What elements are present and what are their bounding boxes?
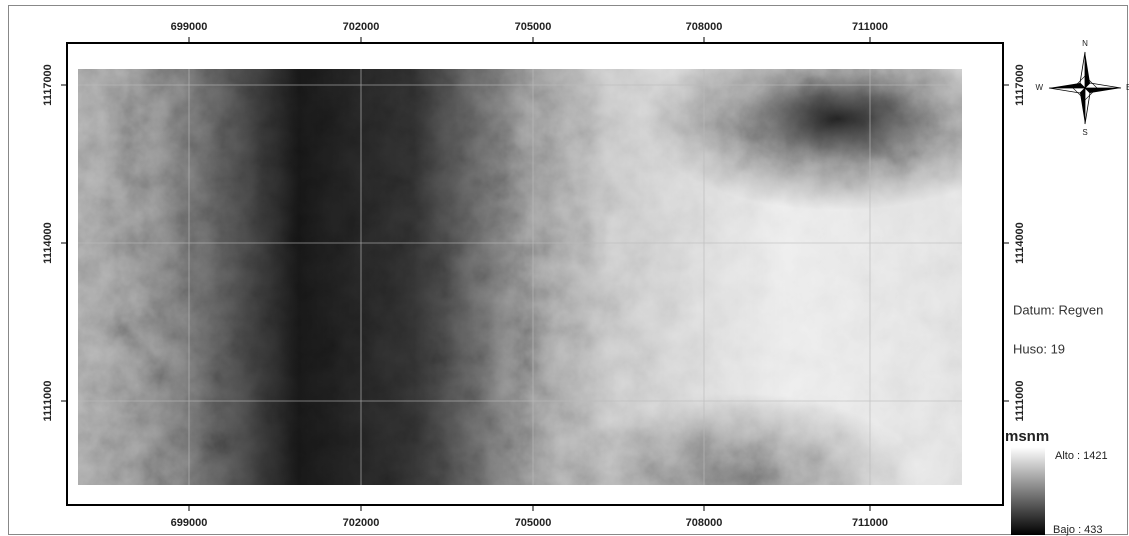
x-label-top: 705000 bbox=[515, 21, 552, 33]
elevation-raster bbox=[78, 69, 962, 485]
legend-high: Alto : 1421 bbox=[1055, 450, 1108, 462]
x-label-top: 711000 bbox=[852, 21, 888, 33]
zone-note: Huso: 19 bbox=[1013, 341, 1065, 356]
legend-ramp bbox=[1011, 447, 1045, 535]
x-label-bottom: 705000 bbox=[515, 517, 552, 529]
legend-low: Bajo : 433 bbox=[1053, 524, 1103, 536]
y-label-right: 1111000 bbox=[1014, 380, 1026, 421]
x-label-bottom: 699000 bbox=[171, 517, 208, 529]
compass-n: N bbox=[1082, 39, 1088, 48]
compass-w: W bbox=[1035, 83, 1043, 92]
map-page: 699000 699000 702000 702000 705000 705000 7080… bbox=[0, 0, 1129, 536]
y-label-left: 1114000 bbox=[42, 222, 54, 264]
compass-s: S bbox=[1082, 128, 1087, 137]
x-label-bottom: 708000 bbox=[686, 517, 723, 529]
legend-title: msnm bbox=[1005, 428, 1049, 445]
legend: msnm Alto : 1421 Bajo : 433 bbox=[1005, 428, 1108, 536]
datum-note: Datum: Regven bbox=[1013, 302, 1103, 317]
y-label-right: 1117000 bbox=[1014, 64, 1026, 106]
x-label-bottom: 711000 bbox=[852, 517, 888, 529]
y-label-left: 1111000 bbox=[42, 380, 54, 421]
y-label-right: 1114000 bbox=[1014, 222, 1026, 264]
x-label-top: 699000 bbox=[171, 21, 208, 33]
north-arrow: N S W E bbox=[1035, 39, 1129, 137]
y-label-left: 1117000 bbox=[42, 64, 54, 106]
x-label-bottom: 702000 bbox=[343, 517, 380, 529]
x-label-top: 702000 bbox=[343, 21, 380, 33]
x-label-top: 708000 bbox=[686, 21, 723, 33]
